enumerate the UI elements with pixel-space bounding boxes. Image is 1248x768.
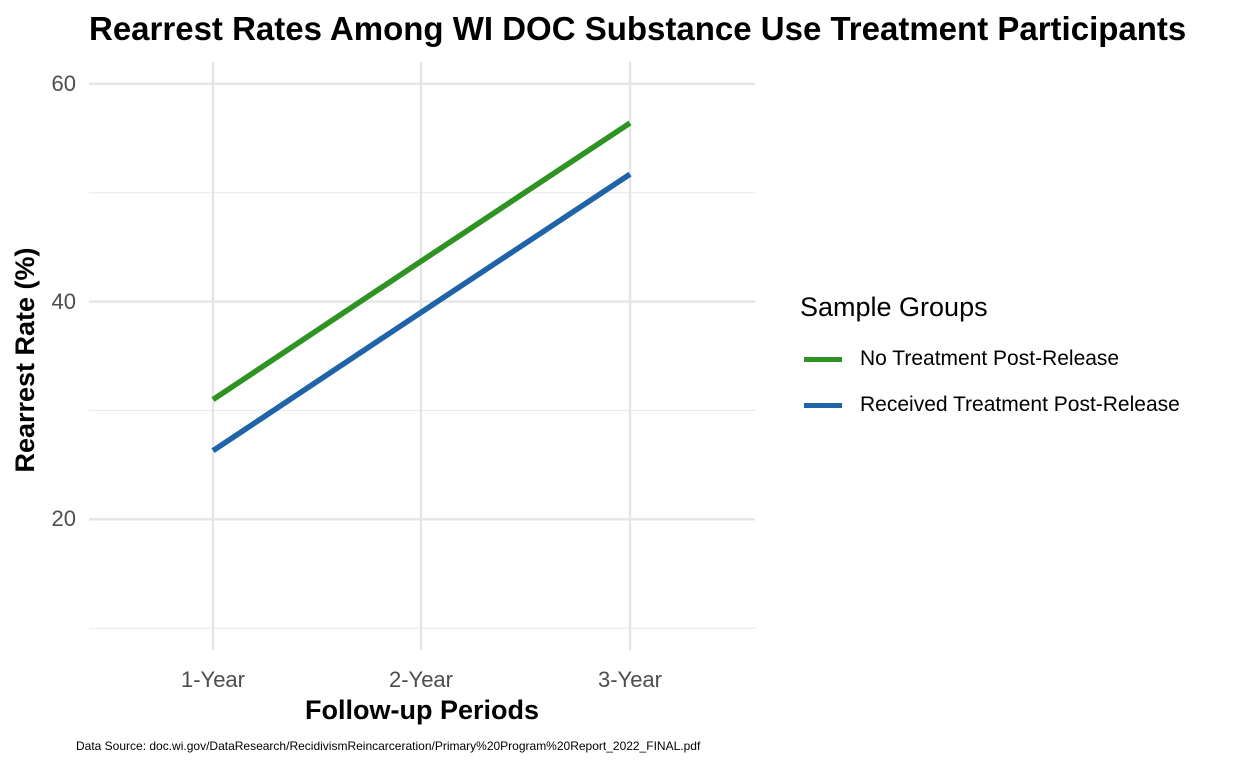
legend-key-no-treatment: [804, 356, 842, 362]
y-axis-title: Rearrest Rate (%): [10, 247, 40, 473]
legend-title: Sample Groups: [800, 292, 988, 322]
series-line-received-treatment: [211, 171, 632, 453]
y-tick-label: 40: [51, 288, 76, 314]
legend-item-received-treatment: Received Treatment Post-Release: [800, 382, 1180, 428]
chart-title: Rearrest Rates Among WI DOC Substance Us…: [89, 10, 1187, 47]
x-axis-title: Follow-up Periods: [305, 695, 539, 725]
legend: Sample Groups No Treatment Post-Release …: [800, 290, 1180, 428]
x-tick-label: 3-Year: [597, 667, 662, 692]
x-tick-label: 2-Year: [388, 667, 453, 692]
y-tick-label: 60: [51, 70, 76, 96]
x-tick-label: 1-Year: [180, 667, 245, 692]
legend-label-no-treatment: No Treatment Post-Release: [860, 347, 1120, 370]
y-tick-label: 20: [51, 506, 76, 532]
legend-key-received-treatment: [804, 402, 842, 408]
series-line-no-treatment: [211, 120, 632, 402]
legend-label-received-treatment: Received Treatment Post-Release: [860, 393, 1180, 416]
data-source-caption: Data Source: doc.wi.gov/DataResearch/Rec…: [76, 739, 701, 753]
legend-item-no-treatment: No Treatment Post-Release: [800, 336, 1180, 382]
